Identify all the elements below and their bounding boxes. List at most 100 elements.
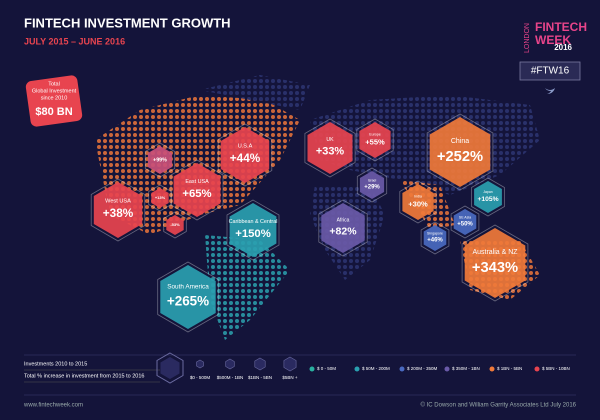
legend-color-label: $ 200M - 350M (407, 366, 438, 371)
legend-hexagon (160, 357, 180, 379)
legend-swatch (309, 366, 315, 372)
region-hexagon (147, 146, 173, 174)
region-hexagon (307, 122, 353, 174)
legend-swatch (444, 366, 450, 372)
region-hexagon (426, 113, 494, 191)
region-change: +265% (167, 293, 209, 308)
region: Australia & NZ +343% (461, 224, 529, 302)
region-hexagon (423, 225, 447, 251)
legend-hexagon (156, 352, 184, 384)
region: West USA +38% (90, 178, 146, 242)
region-hexagon (166, 215, 184, 235)
region-label: Caribbean & Central (229, 219, 278, 225)
region-hexagon (399, 180, 437, 224)
region-change: +30% (408, 200, 428, 209)
region-hexagon (471, 177, 505, 217)
hashtag-box (519, 61, 581, 81)
region: -53% (163, 211, 187, 239)
logo-city: LONDON (524, 23, 531, 53)
region-label: China (451, 138, 469, 145)
logo: LONDON FINTECH WEEK 2016 #FTW16 (519, 20, 587, 94)
region-change: +33% (316, 146, 345, 158)
legend-color-label: $ 50M - 200M (362, 366, 390, 371)
region: South America +265% (157, 261, 219, 333)
region-hexagon (356, 167, 388, 203)
region-label: East USA (185, 179, 209, 185)
region-hexagon (304, 118, 356, 178)
region-hexagon (359, 171, 385, 199)
region-hexagon (163, 211, 187, 239)
website[interactable]: www.fintechweek.com (23, 403, 83, 409)
region-hexagon (160, 265, 216, 329)
region-change: +105% (477, 196, 498, 203)
region-hexagon (144, 142, 176, 178)
region: Africa +82% (318, 199, 368, 257)
logo-line: FINTECH (535, 20, 587, 34)
region-hexagon (229, 203, 277, 257)
region-hexagon (151, 188, 169, 208)
total-label: Total (48, 81, 60, 87)
legend-swatch (534, 366, 540, 372)
region-hexagon (464, 228, 526, 298)
region: +13% (148, 184, 172, 212)
region: Europe +55% (356, 118, 394, 162)
region-change: +150% (235, 228, 271, 240)
legend-hexagon (283, 356, 297, 372)
region-hexagon (321, 203, 365, 253)
region-hexagon (359, 122, 391, 158)
region-change: +13% (155, 195, 166, 200)
region-change: +38% (103, 207, 134, 220)
legend-color-label: $ 1BN - 5BN (497, 366, 522, 371)
logo-line: WEEK (535, 33, 571, 47)
title: FINTECH INVESTMENT GROWTH (24, 15, 231, 30)
region-hexagon (217, 123, 273, 187)
hashtag: #FTW16 (531, 66, 570, 77)
copyright: © IC Dowson and William Garrity Associat… (421, 402, 577, 409)
legend-swatch (354, 366, 360, 372)
region: Singapore +46% (420, 221, 450, 255)
region-label: SE Asia (459, 215, 471, 219)
legend-size-label: $0 - 500M (190, 375, 211, 380)
total-label: Global Investment (32, 88, 77, 94)
region-change: +343% (472, 260, 518, 276)
region-hexagon (173, 163, 221, 217)
region: East USA +65% (170, 159, 224, 221)
region-hexagon (93, 182, 143, 238)
legend-title: Total % increase in investment from 2015… (24, 373, 144, 379)
region-hexagon (461, 224, 529, 302)
region-change: +55% (365, 138, 385, 147)
legend-title: Investments 2010 to 2015 (24, 361, 87, 367)
legend: Investments 2010 to 2015 Total % increas… (24, 352, 576, 384)
legend-hexagon (225, 358, 235, 370)
region-hexagon (318, 199, 368, 257)
legend-size-label: $500M - 1BN (217, 375, 244, 380)
region-hexagon (90, 178, 146, 242)
region-change: +50% (457, 222, 473, 228)
region-change: -53% (170, 222, 180, 227)
region-label: Japan (483, 190, 493, 194)
region-change: +29% (364, 185, 380, 191)
twitter-icon[interactable] (545, 88, 555, 94)
region-hexagon (420, 221, 450, 255)
legend-color-label: $ 5BN - 10BN (542, 366, 570, 371)
regions: U.S.A +44% East USA +65% West USA +38% +99% +13… (90, 113, 529, 333)
subtitle: JULY 2015 – JUNE 2016 (24, 36, 125, 46)
region: Israel +29% (356, 167, 388, 203)
region: SE Asia +50% (450, 205, 480, 239)
region-change: +65% (182, 188, 211, 200)
legend-color-label: $ 350M - 1BN (452, 366, 480, 371)
region-label: Singapore (427, 231, 443, 235)
legend-swatch (399, 366, 405, 372)
logo-year: 2016 (554, 43, 572, 52)
total-value: $80 BN (35, 106, 72, 118)
region-hexagon (474, 181, 502, 213)
region-change: +99% (153, 157, 167, 163)
region-change: +82% (329, 225, 357, 237)
legend-size-label: $5BN + (282, 375, 298, 380)
region-label: U.S.A (238, 144, 253, 150)
region-change: +252% (437, 149, 483, 165)
region-change: +44% (230, 152, 261, 165)
